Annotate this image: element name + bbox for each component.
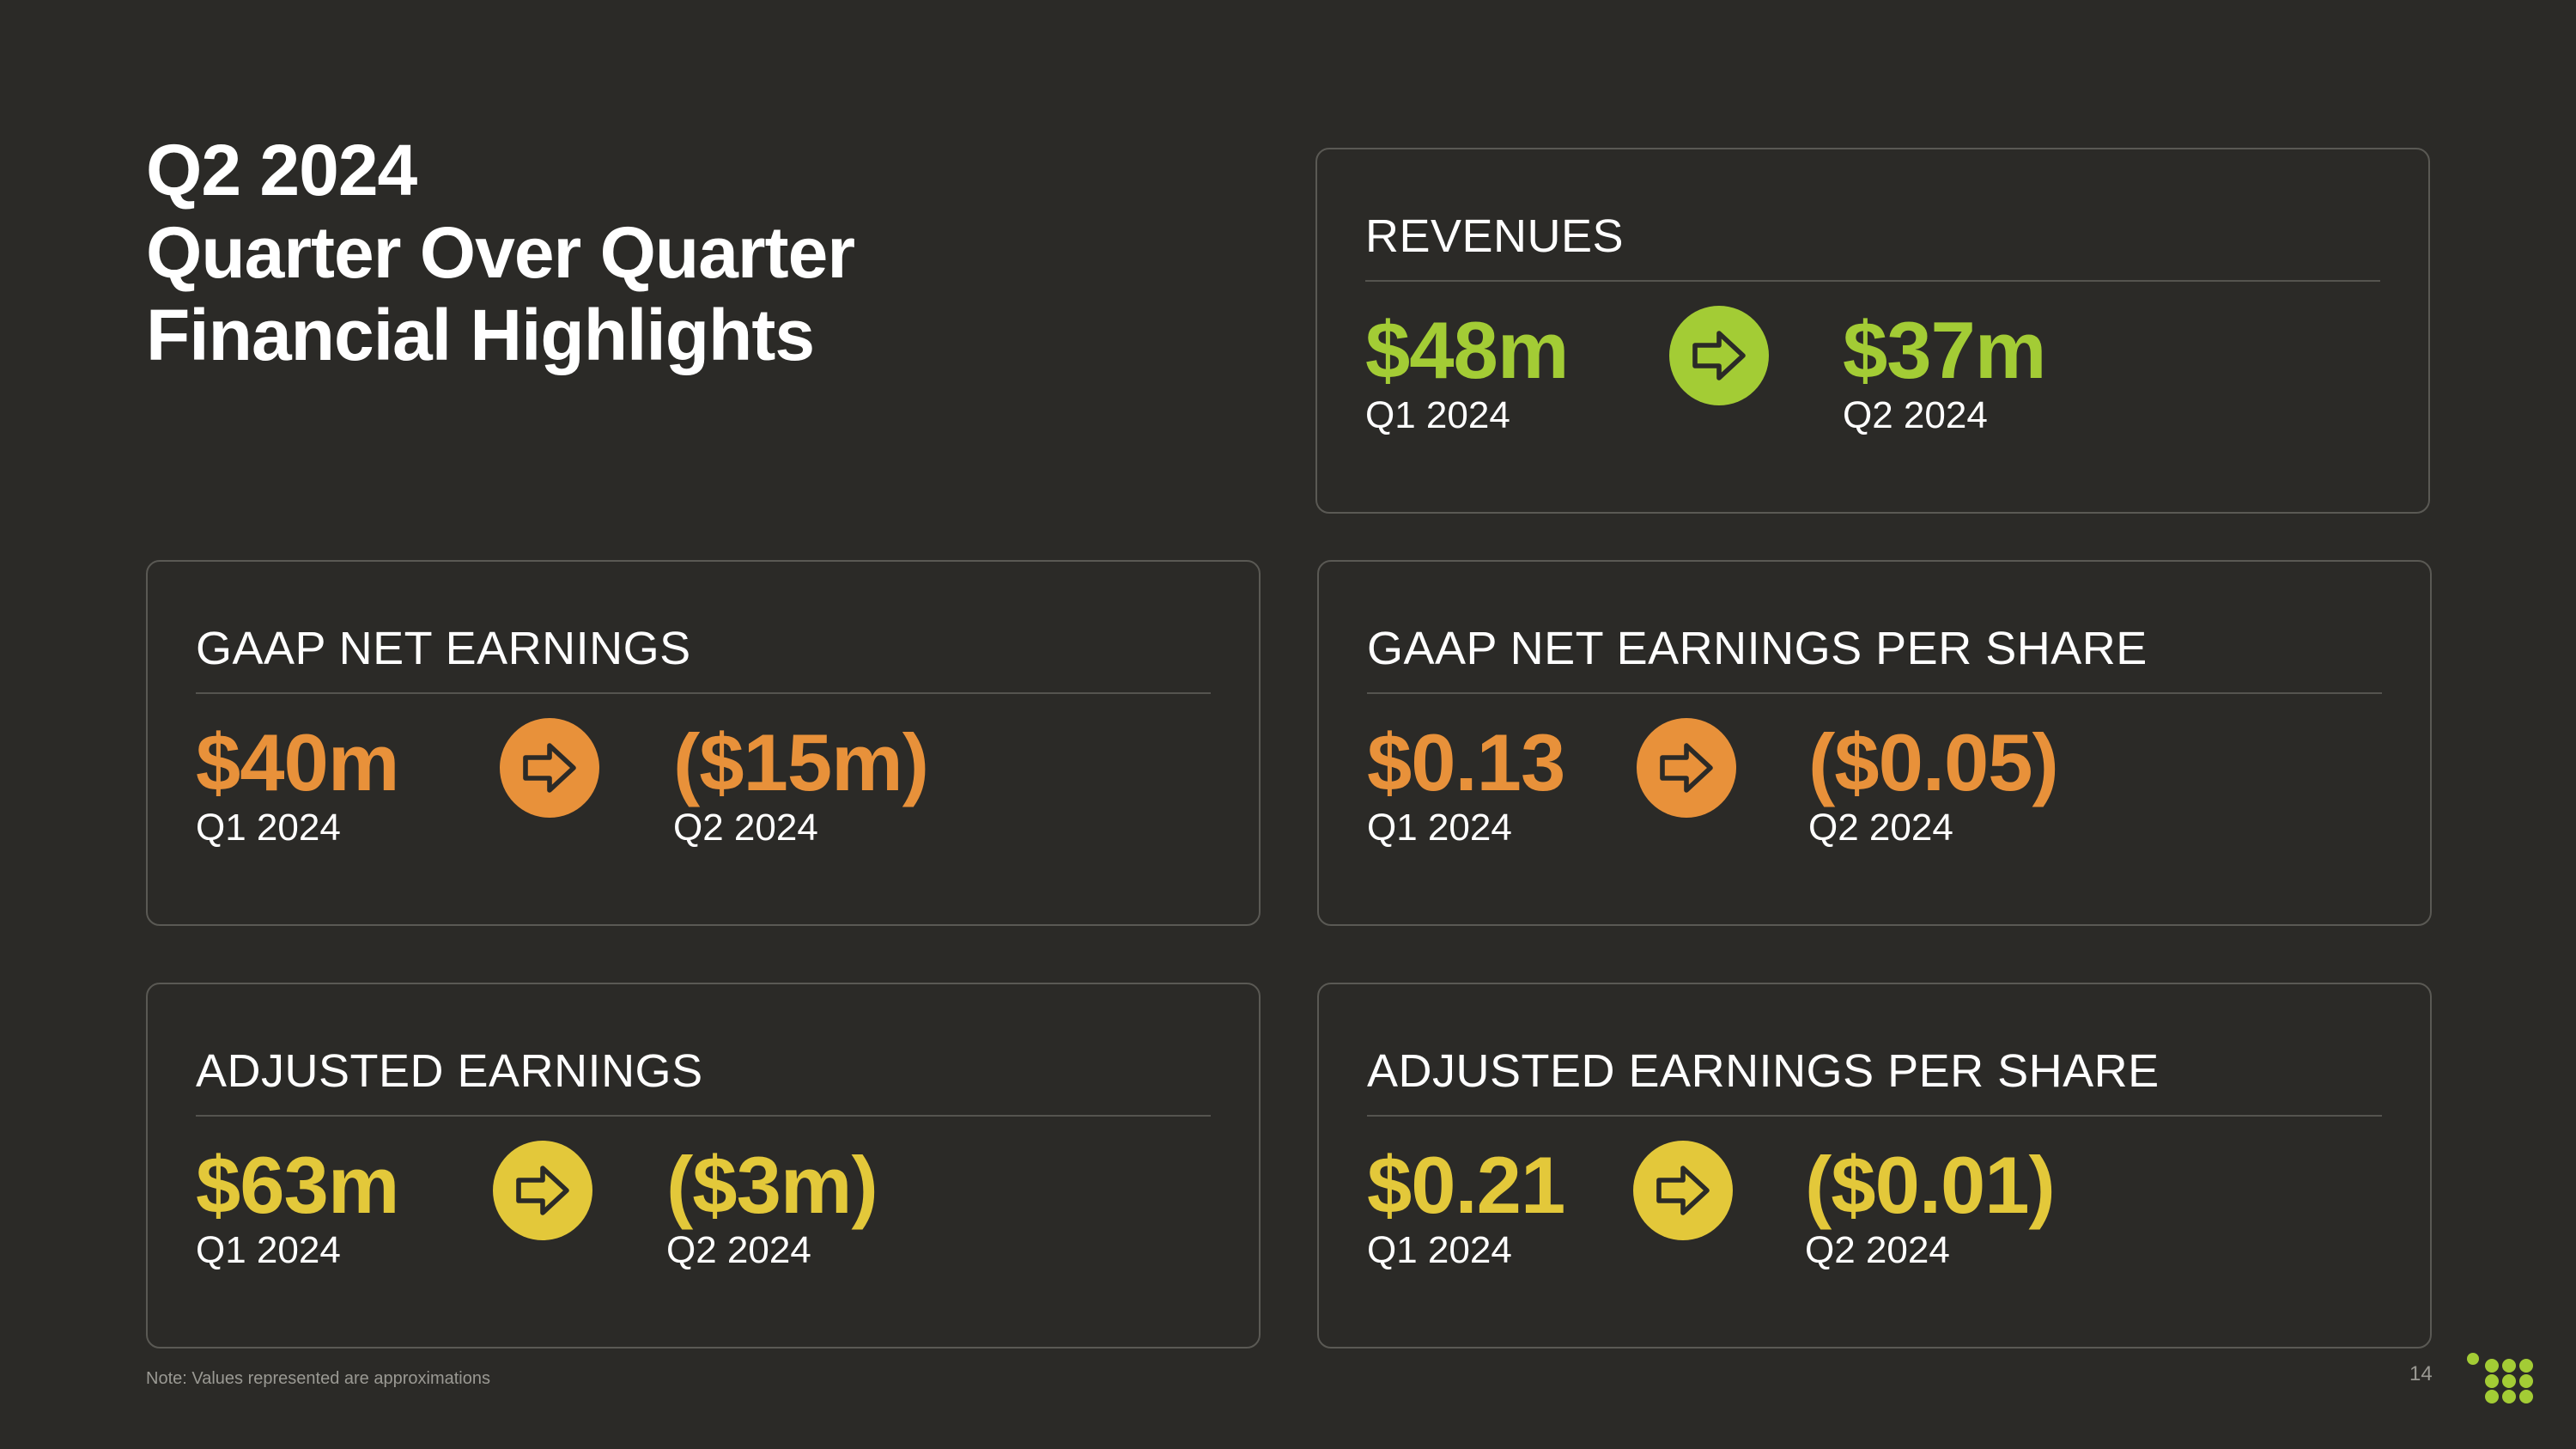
- divider: [196, 1115, 1211, 1117]
- title-line-1: Q2 2024: [146, 130, 417, 210]
- q2-period: Q2 2024: [1843, 394, 1988, 436]
- card-label: GAAP NET EARNINGS: [196, 623, 691, 674]
- q1-value: $0.21: [1367, 1140, 1565, 1230]
- arrow-right-icon: [1669, 306, 1769, 405]
- q1-period: Q1 2024: [1367, 1229, 1512, 1271]
- q1-value: $0.13: [1367, 717, 1565, 807]
- gaap-eps-card: GAAP NET EARNINGS PER SHARE $0.13 Q1 202…: [1317, 560, 2432, 926]
- q2-value: ($15m): [673, 717, 929, 807]
- divider: [1367, 1115, 2382, 1117]
- gaap-net-earnings-card: GAAP NET EARNINGS $40m Q1 2024 ($15m) Q2…: [146, 560, 1261, 926]
- page-number: 14: [2409, 1362, 2433, 1385]
- q2-value: ($0.05): [1808, 717, 2059, 807]
- arrow-right-icon: [1637, 718, 1736, 818]
- divider: [196, 692, 1211, 694]
- dot-grid-logo-icon: [2467, 1353, 2533, 1403]
- page-title: Q2 2024 Quarter Over Quarter Financial H…: [146, 129, 1262, 376]
- arrow-right-icon: [1633, 1141, 1733, 1240]
- q2-value: ($0.01): [1805, 1140, 2056, 1230]
- q2-period: Q2 2024: [1805, 1229, 1950, 1271]
- divider: [1367, 692, 2382, 694]
- q2-value: $37m: [1843, 305, 2046, 395]
- q1-period: Q1 2024: [1365, 394, 1510, 436]
- q2-period: Q2 2024: [666, 1229, 811, 1271]
- card-label: ADJUSTED EARNINGS PER SHARE: [1367, 1045, 2160, 1097]
- arrow-right-icon: [500, 718, 599, 818]
- revenues-card: REVENUES $48m Q1 2024 $37m Q2 2024: [1315, 148, 2430, 514]
- q1-period: Q1 2024: [1367, 807, 1512, 849]
- q2-period: Q2 2024: [673, 807, 818, 849]
- arrow-right-icon: [493, 1141, 592, 1240]
- title-line-3: Financial Highlights: [146, 295, 815, 375]
- card-label: ADJUSTED EARNINGS: [196, 1045, 703, 1097]
- q2-period: Q2 2024: [1808, 807, 1953, 849]
- q1-period: Q1 2024: [196, 1229, 341, 1271]
- adjusted-eps-card: ADJUSTED EARNINGS PER SHARE $0.21 Q1 202…: [1317, 983, 2432, 1349]
- q1-value: $48m: [1365, 305, 1569, 395]
- q1-value: $63m: [196, 1140, 399, 1230]
- title-line-2: Quarter Over Quarter: [146, 212, 855, 293]
- card-label: GAAP NET EARNINGS PER SHARE: [1367, 623, 2148, 674]
- q1-value: $40m: [196, 717, 399, 807]
- divider: [1365, 280, 2380, 282]
- footnote: Note: Values represented are approximati…: [146, 1369, 490, 1388]
- q1-period: Q1 2024: [196, 807, 341, 849]
- q2-value: ($3m): [666, 1140, 878, 1230]
- card-label: REVENUES: [1365, 210, 1625, 262]
- adjusted-earnings-card: ADJUSTED EARNINGS $63m Q1 2024 ($3m) Q2 …: [146, 983, 1261, 1349]
